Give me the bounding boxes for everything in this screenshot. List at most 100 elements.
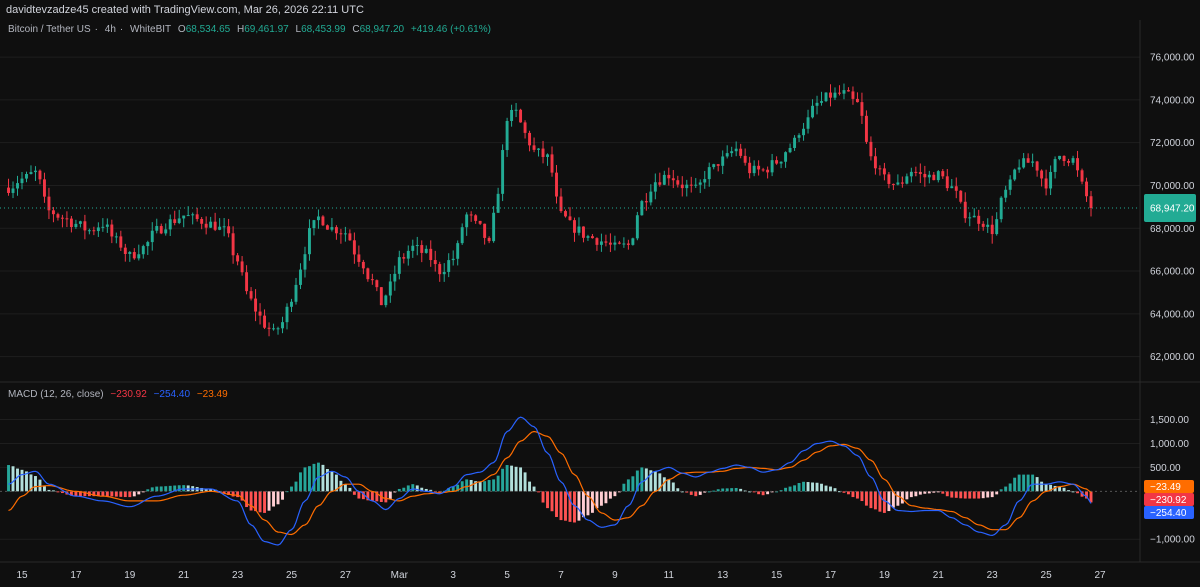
candle-down — [671, 178, 675, 181]
candle-up — [815, 102, 819, 106]
candle-down — [195, 214, 199, 219]
macd-hist-bar — [465, 479, 469, 492]
macd-hist-bar — [766, 491, 770, 495]
candle-down — [617, 242, 621, 244]
macd-hist-bar — [42, 486, 46, 492]
macd-hist-bar — [977, 491, 981, 499]
macd-hist-bar — [272, 491, 275, 507]
macd-hist-bar — [92, 491, 96, 497]
candle-down — [258, 311, 262, 316]
candle-down — [595, 238, 599, 245]
macd-hist-bar — [954, 491, 958, 498]
time-tick-label: 7 — [558, 570, 564, 581]
macd-hist-bar — [1013, 477, 1017, 492]
candle-up — [447, 260, 451, 272]
candle-down — [581, 226, 585, 238]
candle-up — [460, 227, 464, 244]
candle-down — [240, 261, 244, 273]
macd-hist-bar — [869, 491, 873, 509]
macd-hist-bar — [514, 466, 518, 492]
candle-down — [873, 156, 877, 169]
last-price-label: 68,947.20 — [1150, 203, 1195, 214]
candle-up — [909, 171, 913, 177]
change-value: +419.46 (+0.61%) — [410, 24, 491, 35]
macd-hist-bar — [914, 491, 918, 497]
macd-hist-bar — [1004, 486, 1008, 492]
macd-tick-label: −1,000.00 — [1150, 535, 1195, 546]
candle-down — [51, 210, 55, 215]
macd-hist-bar — [721, 488, 725, 492]
macd-hist-bar — [1022, 474, 1026, 492]
low-label: L — [295, 24, 302, 35]
high-value: 69,461.97 — [244, 24, 289, 35]
candle-down — [1026, 158, 1030, 163]
macd-hist-bar — [860, 491, 864, 502]
price-axis[interactable]: 62,000.00 64,000.00 66,000.00 68,000.00 70,0… — [1144, 53, 1196, 363]
macd-hist-bar — [20, 469, 24, 492]
candle-down — [159, 226, 163, 234]
candle-up — [146, 242, 150, 247]
macd-hist-bar — [1044, 484, 1048, 492]
candle-down — [739, 148, 743, 156]
macd-hist-bar — [16, 468, 19, 492]
time-tick-label: 21 — [178, 570, 190, 581]
time-tick-label: 23 — [987, 570, 999, 581]
candle-up — [752, 165, 756, 174]
candle-up — [725, 153, 729, 157]
candle-up — [1058, 155, 1062, 160]
candle-down — [860, 102, 864, 116]
macd-indicator-name[interactable]: MACD (12, 26, close) — [8, 389, 104, 400]
macd-hist-bar — [1053, 485, 1057, 492]
candle-down — [357, 254, 361, 262]
macd-hist-bar — [779, 490, 783, 492]
macd-hist-bar — [1071, 491, 1075, 493]
candle-down — [254, 298, 258, 312]
candle-up — [703, 179, 707, 183]
time-tick-label: 13 — [717, 570, 729, 581]
chart-credit: davidtevzadze45 created with TradingView… — [6, 4, 364, 16]
macd-hist-bar — [950, 491, 954, 498]
candle-down — [1044, 178, 1048, 189]
candle-up — [168, 219, 172, 230]
candle-down — [1040, 170, 1044, 179]
candle-up — [662, 174, 666, 185]
macd-hist-bar — [204, 488, 208, 492]
macd-legend: MACD (12, 26, close) −230.92 −254.40 −23… — [8, 389, 232, 400]
macd-hist-bar — [640, 467, 644, 492]
macd-hist-bar — [815, 482, 819, 492]
candle-up — [820, 101, 823, 103]
price-tick-label: 70,000.00 — [1150, 181, 1195, 192]
symbol-name[interactable]: Bitcoin / Tether US — [8, 24, 91, 35]
time-tick-label: Mar — [391, 570, 409, 581]
candle-up — [276, 328, 280, 330]
candle-down — [438, 264, 442, 275]
candle-up — [209, 221, 213, 228]
macd-hist-bar — [829, 486, 832, 492]
macd-hist-bar — [981, 491, 985, 499]
candle-up — [950, 186, 954, 189]
time-axis[interactable]: 15 17 19 21 23 25 27 Mar 3 5 7 9 11 13 15 17 19 21 23 25 27 — [16, 570, 1106, 581]
time-tick-label: 23 — [232, 570, 244, 581]
macd-hist-bar — [882, 491, 886, 513]
macd-axis[interactable]: −1,000.00 500.00 1,000.00 1,500.00 −23.49 −23… — [1144, 415, 1195, 546]
macd-value-tag — [1144, 480, 1194, 493]
macd-hist-bar — [1026, 474, 1030, 492]
macd-hist-bar — [47, 489, 51, 492]
macd-hist-bar — [617, 491, 621, 493]
candle-down — [245, 272, 249, 292]
candle-up — [501, 150, 505, 194]
candle-up — [424, 248, 428, 253]
macd-hist-bar — [838, 491, 841, 493]
macd-hist-bar — [141, 491, 145, 493]
macd-hist-bar — [739, 488, 743, 492]
macd-hist-bar — [38, 479, 42, 492]
macd-hist-bar — [1049, 484, 1053, 492]
macd-hist-bar — [734, 488, 738, 492]
candle-up — [694, 184, 698, 186]
candle-up — [514, 109, 518, 111]
candle-down — [249, 291, 253, 299]
macd-hist-bar — [1031, 474, 1035, 492]
interval[interactable]: 4h — [104, 24, 116, 35]
macd-hist-bar — [851, 491, 855, 498]
